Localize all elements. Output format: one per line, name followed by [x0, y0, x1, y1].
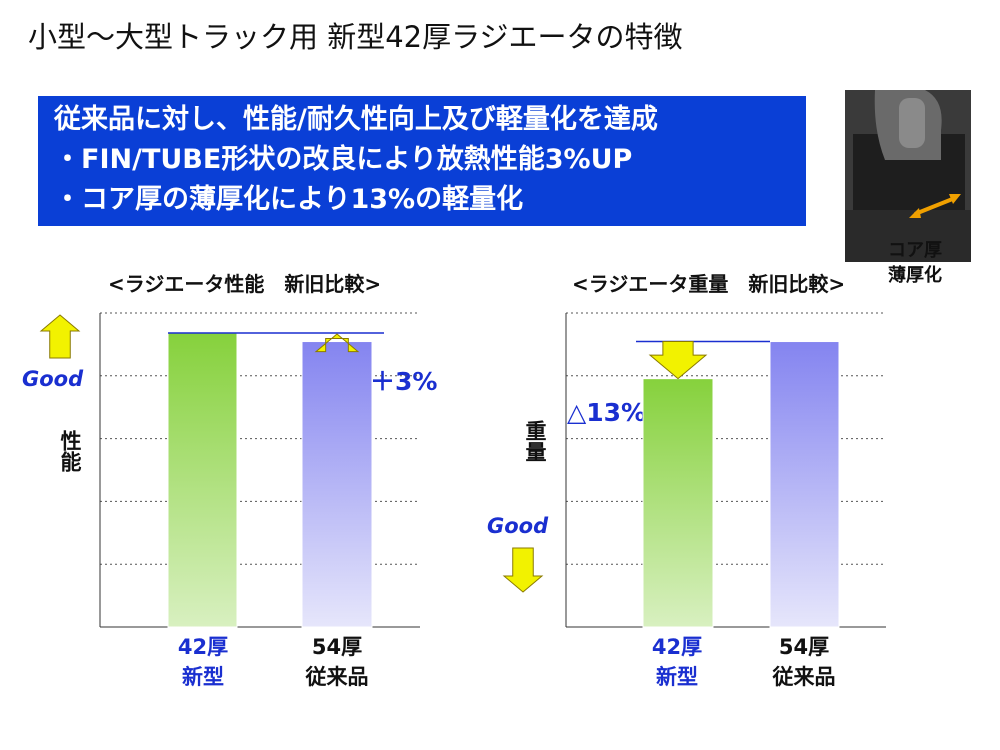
- chart-1-difference-arrow: [314, 333, 360, 353]
- chart-2-cat-2-line-1: 54厚: [778, 635, 830, 659]
- chart-1-good-arrow: [39, 314, 81, 359]
- chart-1-cat-2-line-2: 従来品: [305, 665, 369, 689]
- chart-2-cat-1-line-1: 42厚: [651, 635, 703, 659]
- photo-label-line-1: コア厚: [888, 240, 942, 261]
- chart-1-annotation: ＋3%: [370, 367, 438, 396]
- chart-1-cat-1-label: 42厚 新型: [153, 632, 253, 692]
- chart-2-good-arrow: [502, 547, 544, 593]
- photo-label: コア厚 薄厚化: [888, 238, 942, 288]
- photo-label-line-2: 薄厚化: [888, 265, 942, 286]
- chart-1-cat-2-line-1: 54厚: [311, 635, 363, 659]
- chart-2-bar-1: [642, 378, 714, 628]
- chart-1-cat-1-line-1: 42厚: [177, 635, 229, 659]
- chart-2-bar-2: [769, 341, 840, 628]
- chart-2-cat-1-label: 42厚 新型: [627, 632, 727, 692]
- chart-2-title: <ラジエータ重量 新旧比較>: [572, 272, 846, 296]
- banner-line-1: 従来品に対し、性能/耐久性向上及び軽量化を達成: [54, 104, 658, 135]
- chart-2-annotation: △13%: [567, 398, 647, 427]
- banner-line-3: ・コア厚の薄厚化により13%の軽量化: [54, 184, 524, 215]
- radiator-photo: [845, 90, 971, 262]
- chart-2-difference-arrow: [648, 341, 708, 380]
- chart-1-bar-1: [167, 332, 238, 628]
- chart-1-cat-1-line-2: 新型: [182, 665, 224, 689]
- chart-2-ylabel: 重量: [523, 420, 547, 462]
- chart-2-good-label: Good: [487, 514, 549, 538]
- chart-1-ylabel: 性能: [58, 430, 82, 472]
- chart-1-cat-2-label: 54厚 従来品: [287, 632, 387, 692]
- page-title: 小型〜大型トラック用 新型42厚ラジエータの特徴: [28, 20, 683, 54]
- chart-2-cat-2-label: 54厚 従来品: [754, 632, 854, 692]
- chart-2-cat-2-line-2: 従来品: [772, 665, 836, 689]
- chart-2-cat-1-line-2: 新型: [656, 665, 698, 689]
- chart-1-good-label: Good: [22, 367, 84, 391]
- banner-line-2: ・FIN/TUBE形状の改良により放熱性能3%UP: [54, 144, 633, 175]
- chart-1-bar-2: [301, 341, 373, 628]
- chart-1-title: <ラジエータ性能 新旧比較>: [108, 272, 382, 296]
- feature-banner: 従来品に対し、性能/耐久性向上及び軽量化を達成 ・FIN/TUBE形状の改良によ…: [38, 96, 806, 226]
